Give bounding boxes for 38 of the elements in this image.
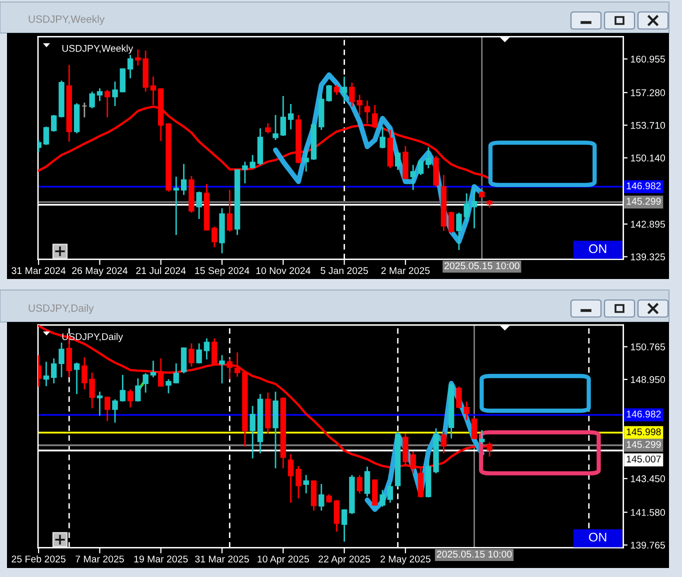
chart-title: USDJPY,Daily: [28, 304, 94, 314]
x-tick-label: 26 May 2024: [72, 267, 128, 276]
text: USDJPY,Weekly: [62, 44, 134, 54]
ref-line-label: 146.982: [626, 182, 661, 190]
y-tick-label: 139.765: [630, 542, 665, 549]
y-tick-label: 142.895: [630, 220, 665, 228]
ref-line-label: 145.299: [626, 440, 661, 448]
y-tick-label: 150.765: [630, 343, 665, 350]
x-tick-label: 2 Mar 2025: [381, 267, 430, 274]
x-tick-label: 25 Feb 2025: [12, 555, 66, 562]
x-tick-label: 31 Mar 2025: [195, 556, 249, 562]
x-tick-label: 19 Mar 2025: [134, 556, 188, 562]
ref-line-label: 145.007: [626, 456, 661, 462]
x-tick-label: 22 Apr 2025: [318, 556, 370, 564]
text: 2025.05.15 10:00: [444, 262, 520, 270]
ref-line-label: 145.998: [626, 428, 661, 436]
y-tick-label: 160.955: [630, 56, 665, 63]
text: ON: [589, 532, 606, 542]
x-tick-label: 2 May 2025: [380, 556, 430, 564]
text: ON: [589, 244, 606, 254]
y-tick-label: 141.580: [630, 509, 666, 516]
x-tick-label: 10 Nov 2024: [256, 267, 310, 274]
ref-line-label: 145.299: [626, 198, 661, 205]
x-tick-label: 7 Mar 2025: [76, 556, 124, 562]
y-tick-label: 139.325: [630, 253, 665, 260]
y-tick-label: 148.950: [630, 376, 666, 384]
x-tick-label: 10 Apr 2025: [258, 556, 309, 564]
x-tick-label: 31 Mar 2024: [12, 267, 66, 274]
chart-title: USDJPY,Weekly: [28, 15, 105, 25]
x-tick-label: 5 Jan 2025: [320, 267, 368, 274]
y-tick-label: 157.280: [630, 89, 666, 96]
x-tick-label: 15 Sep 2024: [195, 267, 250, 276]
y-tick-label: 153.710: [630, 122, 666, 129]
ref-line-label: 146.982: [626, 410, 661, 418]
y-tick-label: 143.450: [630, 475, 666, 482]
text: 2025.05.15 10:00: [436, 550, 512, 558]
y-tick-label: 150.140: [630, 154, 666, 162]
x-tick-label: 21 Jul 2024: [136, 266, 186, 274]
